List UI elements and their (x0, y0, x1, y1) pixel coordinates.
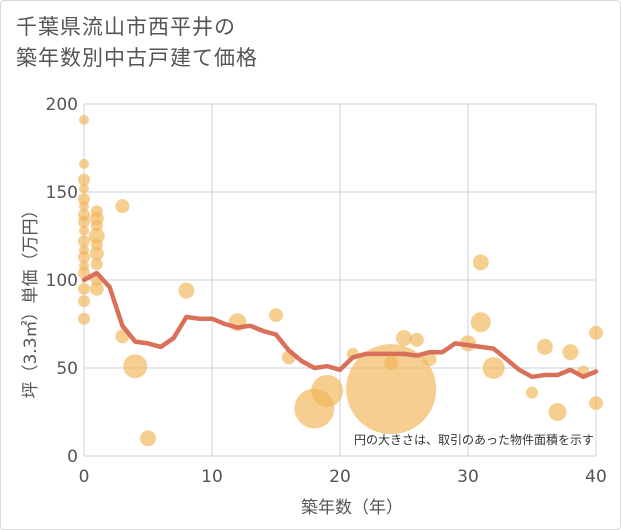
scatter-point (79, 201, 89, 212)
title-line-2: 築年数別中古戸建て価格 (16, 46, 258, 70)
scatter-point (422, 352, 437, 367)
scatter-point (536, 338, 553, 355)
scatter-point (78, 193, 90, 206)
scatter-point (384, 355, 399, 370)
axis-ticks: 0 10 20 30 40 0 50 100 150 200 (46, 95, 607, 487)
title-line-1: 千葉県流山市西平井の (16, 15, 236, 39)
x-tick-label: 0 (79, 467, 90, 487)
scatter-point (472, 254, 489, 271)
scatter-points (78, 114, 603, 447)
scatter-point (90, 238, 103, 251)
x-tick-label: 40 (585, 467, 607, 487)
scatter-point (79, 114, 89, 125)
scatter-point (79, 225, 89, 236)
y-tick-label: 50 (56, 359, 78, 379)
scatter-point (79, 183, 89, 194)
scatter-point (115, 199, 130, 214)
scatter-point (78, 282, 90, 295)
average-line (81, 270, 599, 380)
scatter-point (269, 308, 283, 323)
grid-lines (83, 103, 597, 457)
scatter-point (78, 215, 90, 228)
scatter-point (78, 251, 90, 264)
scatter-point (89, 281, 104, 296)
scatter-point (79, 245, 89, 256)
scatter-point (396, 330, 412, 347)
scatter-point (88, 228, 105, 244)
scatter-point (90, 258, 103, 271)
scatter-point (90, 205, 103, 218)
scatter-point (470, 312, 491, 333)
size-note: 円の大きさは、取引のあった物件面積を示す (354, 432, 594, 447)
y-axis-label: 坪（3.3㎡）単価（万円） (21, 201, 41, 398)
scatter-point (78, 312, 90, 325)
scatter-point (123, 354, 148, 379)
scatter-point (78, 235, 90, 248)
x-axis-label: 築年数（年） (301, 498, 403, 518)
chart-title: 千葉県流山市西平井の 築年数別中古戸建て価格 (16, 12, 576, 74)
x-tick-label: 10 (201, 467, 223, 487)
scatter-point (346, 344, 437, 435)
y-tick-label: 150 (46, 183, 78, 203)
scatter-point (89, 246, 104, 261)
scatter-point (140, 430, 156, 447)
scatter-point (482, 357, 505, 379)
scatter-point (78, 173, 90, 186)
scatter-point (589, 325, 603, 340)
y-tick-label: 0 (67, 447, 78, 467)
scatter-point (78, 295, 90, 308)
scatter-point (79, 260, 89, 271)
scatter-point (90, 219, 103, 232)
average-line-path (81, 270, 599, 380)
y-tick-label: 200 (46, 95, 78, 115)
scatter-point (178, 282, 195, 299)
scatter-point (589, 396, 603, 411)
scatter-point (548, 403, 567, 421)
scatter-point (311, 374, 344, 407)
x-tick-label: 30 (457, 467, 479, 487)
scatter-point (409, 332, 424, 347)
scatter-point (79, 158, 89, 169)
scatter-point (526, 386, 538, 399)
x-tick-label: 20 (329, 467, 351, 487)
y-tick-label: 100 (46, 271, 78, 291)
scatter-point (562, 344, 579, 361)
